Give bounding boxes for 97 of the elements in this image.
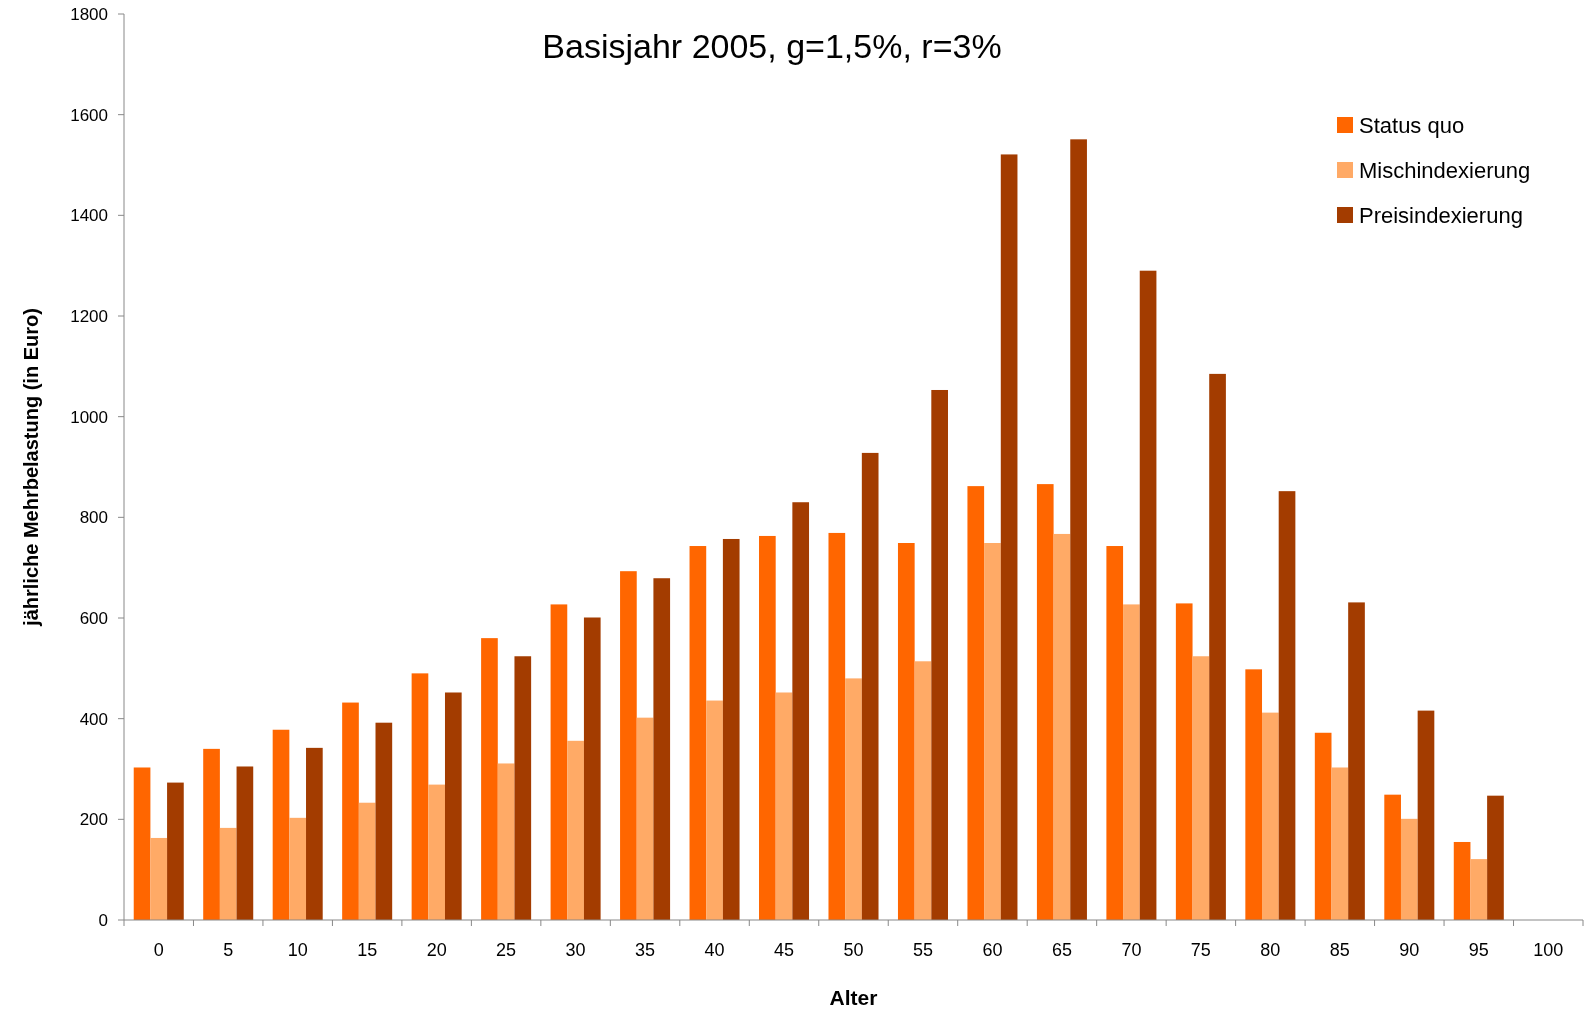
legend-label: Status quo	[1359, 112, 1465, 138]
legend-label: Mischindexierung	[1359, 157, 1531, 183]
x-tick-label: 100	[1533, 940, 1564, 960]
chart-title: Basisjahr 2005, g=1,5%, r=3%	[542, 27, 1002, 65]
y-tick-label: 400	[79, 709, 108, 729]
bar	[706, 700, 723, 920]
bar	[1384, 794, 1401, 920]
x-tick-label: 85	[1329, 940, 1350, 960]
x-tick-label: 10	[287, 940, 308, 960]
bar	[306, 747, 323, 920]
bar	[775, 692, 793, 920]
y-tick-label: 1400	[70, 206, 108, 226]
bar	[1470, 859, 1488, 920]
x-tick-label: 70	[1121, 940, 1142, 960]
bar	[1192, 656, 1210, 920]
bar	[481, 638, 498, 920]
x-tick-label: 0	[153, 940, 164, 960]
x-tick-label: 25	[496, 940, 517, 960]
bar	[1209, 373, 1226, 920]
bar	[722, 538, 740, 920]
x-tick-label: 15	[357, 940, 378, 960]
x-tick-label: 50	[843, 940, 864, 960]
x-tick-label: 35	[635, 940, 656, 960]
x-axis-title: Alter	[829, 986, 878, 1009]
bar	[133, 767, 151, 920]
bar	[550, 604, 568, 920]
x-tick-label: 95	[1468, 940, 1489, 960]
bar	[1245, 669, 1263, 920]
y-tick-label: 800	[79, 508, 108, 528]
legend-label: Preisindexierung	[1359, 202, 1523, 228]
bar	[792, 502, 810, 920]
bar	[689, 546, 707, 920]
bar	[167, 782, 184, 920]
bar	[444, 692, 462, 920]
bar	[219, 827, 237, 920]
x-tick-label: 60	[982, 940, 1003, 960]
bar	[1400, 818, 1418, 920]
x-tick-label: 30	[565, 940, 586, 960]
bar	[1417, 710, 1435, 920]
bar	[967, 486, 985, 920]
y-tick-label: 0	[98, 910, 108, 930]
x-tick-label: 45	[774, 940, 795, 960]
y-tick-label: 1000	[70, 407, 108, 427]
bar	[931, 389, 948, 920]
bar	[1106, 546, 1124, 920]
bar	[497, 763, 515, 920]
bar	[1262, 712, 1279, 920]
bar	[375, 722, 393, 920]
y-tick-label: 200	[79, 810, 108, 830]
x-tick-label: 65	[1051, 940, 1072, 960]
y-tick-label: 1200	[70, 306, 108, 326]
bar	[897, 543, 915, 920]
bar	[1453, 841, 1471, 920]
x-tick-label: 20	[426, 940, 447, 960]
bar	[411, 673, 429, 920]
x-tick-label: 55	[912, 940, 933, 960]
bar	[342, 702, 359, 920]
bar	[1070, 139, 1087, 920]
bar	[1139, 270, 1157, 920]
bar	[514, 656, 532, 920]
y-tick-label: 600	[79, 608, 108, 628]
y-tick-label: 1800	[70, 4, 108, 24]
bar	[636, 717, 654, 920]
bar	[150, 837, 168, 920]
bar	[984, 543, 1001, 920]
bar	[236, 766, 254, 920]
bar	[1278, 491, 1296, 920]
x-tick-label: 40	[704, 940, 725, 960]
bar	[1331, 767, 1349, 920]
x-tick-label: 75	[1190, 940, 1211, 960]
bar	[845, 678, 862, 920]
y-tick-label: 1600	[70, 105, 108, 125]
bar	[914, 661, 932, 920]
y-axis-title: jährliche Mehrbelastung (in Euro)	[20, 308, 42, 627]
bar	[567, 740, 584, 920]
bar	[428, 784, 445, 920]
bar	[828, 532, 846, 920]
x-tick-label: 5	[223, 940, 234, 960]
bar	[1175, 603, 1193, 920]
bar	[1000, 154, 1018, 920]
x-tick-label: 90	[1399, 940, 1420, 960]
bar	[620, 571, 637, 920]
bar	[653, 578, 671, 920]
bar	[1487, 795, 1504, 920]
bar	[583, 617, 601, 920]
bar	[289, 817, 307, 920]
bar	[1053, 533, 1071, 920]
bar	[759, 535, 776, 920]
bar	[358, 802, 376, 920]
bar	[1123, 604, 1140, 920]
bar	[1314, 732, 1332, 920]
bar	[1036, 484, 1054, 920]
bar	[1348, 602, 1365, 920]
bar	[272, 729, 290, 920]
x-tick-label: 80	[1260, 940, 1281, 960]
bar	[203, 748, 220, 920]
bar	[861, 452, 879, 920]
